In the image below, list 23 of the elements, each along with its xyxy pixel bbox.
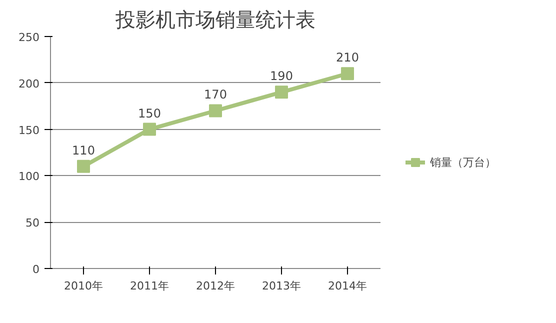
- data-label: 150: [138, 106, 161, 120]
- x-tick-label: 2013年: [262, 280, 302, 292]
- point: [77, 160, 90, 173]
- x-tick-label: 2012年: [196, 280, 236, 292]
- legend-label: 销量（万台）: [430, 154, 496, 170]
- y-tick-label: 50: [26, 216, 40, 230]
- y-tick-label: 0: [32, 263, 40, 276]
- data-label: 110: [72, 143, 95, 158]
- point: [275, 86, 288, 99]
- y-tick-label: 100: [18, 170, 40, 184]
- point: [143, 122, 156, 136]
- x-tick-label: 2011年: [130, 280, 170, 292]
- data-label: 190: [270, 69, 293, 84]
- y-tick-label: 250: [18, 31, 40, 44]
- data-label: 210: [336, 50, 359, 65]
- point: [341, 67, 354, 80]
- data-label: 170: [204, 88, 227, 102]
- point: [209, 104, 222, 118]
- chart-title: 投影机市场销量统计表: [114, 8, 316, 32]
- x-tick-label: 2010年: [64, 280, 104, 292]
- x-tick-label: 2014年: [328, 280, 368, 292]
- y-tick-label: 150: [18, 124, 40, 137]
- y-tick-label: 200: [18, 77, 40, 90]
